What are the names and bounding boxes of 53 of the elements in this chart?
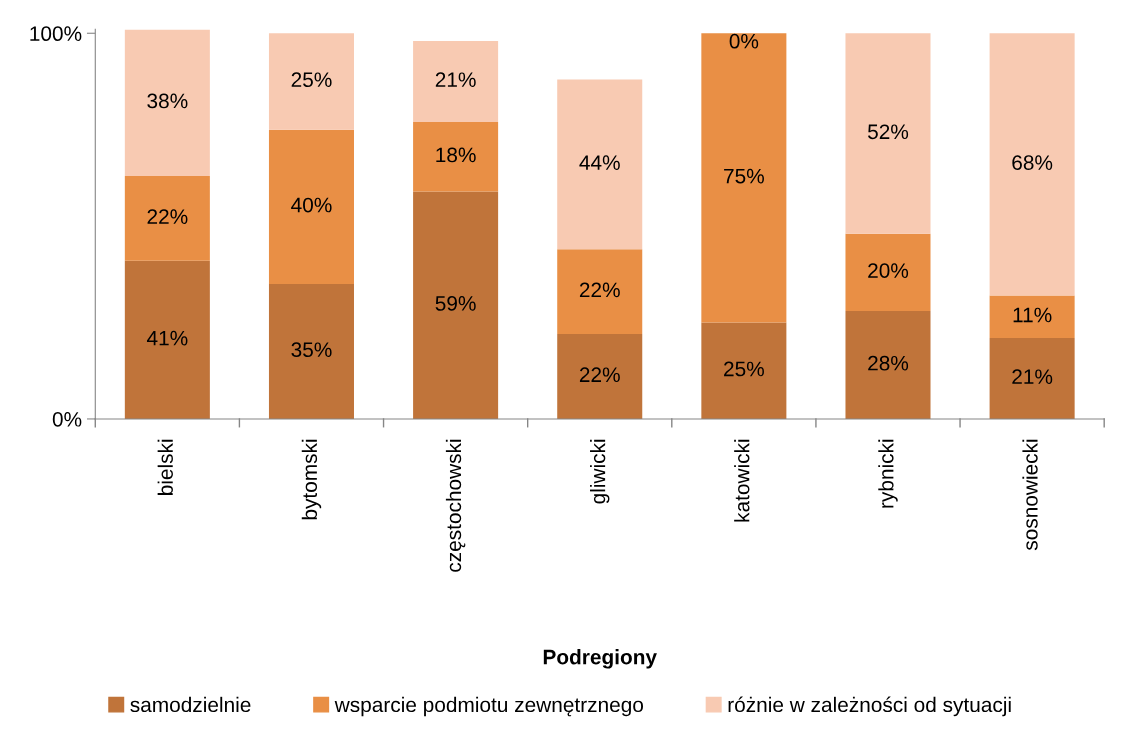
y-tick-label: 100%: [30, 26, 82, 42]
data-label: 52%: [867, 124, 909, 140]
bar: [268, 283, 354, 419]
data-label: 25%: [291, 72, 332, 88]
data-label: 35%: [291, 342, 332, 358]
bar: [845, 310, 931, 419]
data-label: 38%: [147, 93, 188, 109]
bar: [268, 129, 354, 284]
bar: [701, 33, 787, 323]
bar: [124, 29, 210, 176]
data-label: 22%: [147, 209, 188, 224]
data-label: 20%: [868, 263, 909, 278]
legend-label: różnie w zależności od sytuacji: [728, 696, 1011, 717]
x-tick-label: sosnowiecki: [1022, 439, 1038, 551]
data-label: 68%: [1012, 155, 1053, 170]
data-label: 25%: [724, 361, 764, 377]
bar: [557, 334, 643, 419]
x-tick-label: katowicki: [734, 439, 750, 522]
bar: [268, 33, 354, 130]
bar: [989, 337, 1075, 419]
bar: [413, 121, 499, 192]
legend-label: wsparcie podmiotu zewnętrznego: [334, 696, 644, 717]
data-label: 18%: [436, 147, 476, 163]
bar: [557, 249, 643, 335]
x-axis-title: Podregiony: [543, 649, 657, 669]
data-label: 21%: [1012, 369, 1053, 384]
data-label: 59%: [435, 296, 476, 311]
data-label: 75%: [724, 168, 764, 184]
bar: [413, 40, 499, 122]
data-label: 44%: [579, 155, 620, 170]
legend-label: samodzielnie: [130, 696, 251, 713]
data-label: 40%: [291, 197, 332, 213]
data-label: 11%: [1013, 307, 1052, 323]
bar: [557, 79, 643, 250]
data-label: 41%: [146, 330, 188, 346]
bar: [413, 191, 499, 419]
data-label: 0%: [729, 33, 759, 49]
bar: [845, 33, 931, 234]
bar: [989, 33, 1075, 296]
x-tick-label: gliwicki: [590, 439, 610, 504]
data-label: 22%: [579, 367, 620, 383]
bar: [845, 233, 931, 311]
data-label: 22%: [579, 282, 620, 298]
data-label: 21%: [435, 72, 476, 87]
bar: [989, 295, 1075, 338]
x-tick-label: częstochowski: [445, 439, 466, 572]
x-tick-label: rybnicki: [878, 439, 898, 508]
data-label: 28%: [868, 355, 909, 371]
bar: [124, 175, 210, 261]
x-tick-label: bytomski: [301, 439, 322, 520]
x-tick-label: bielski: [157, 439, 173, 495]
bar: [701, 322, 787, 419]
bar: [124, 260, 210, 419]
